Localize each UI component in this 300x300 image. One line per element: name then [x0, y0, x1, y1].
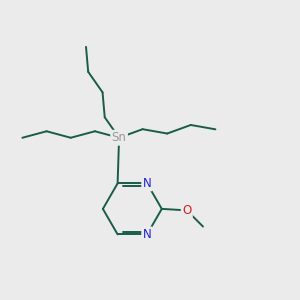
Text: Sn: Sn — [112, 131, 127, 144]
Text: O: O — [182, 204, 191, 217]
Text: N: N — [143, 177, 152, 190]
Text: N: N — [143, 228, 152, 241]
